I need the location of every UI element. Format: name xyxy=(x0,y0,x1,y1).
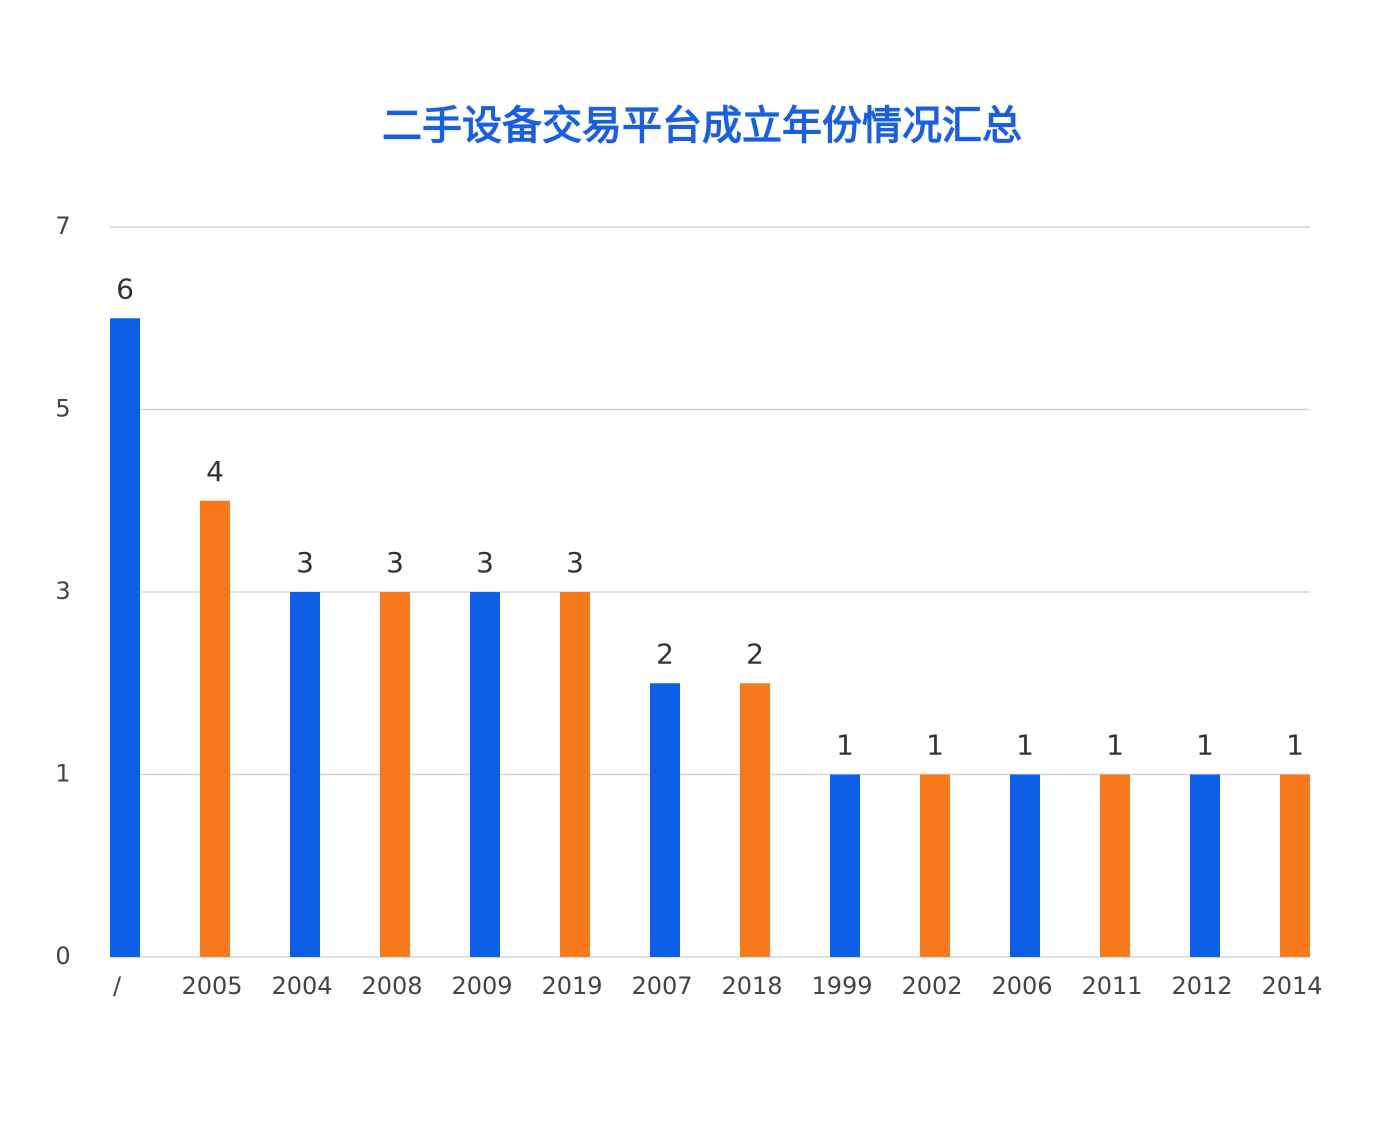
x-tick-label: 2004 xyxy=(271,972,332,1000)
x-tick-label: 2005 xyxy=(181,972,242,1000)
x-tick-label: 2019 xyxy=(541,972,602,1000)
bar xyxy=(380,592,410,957)
value-label: 1 xyxy=(1106,729,1124,762)
x-tick-label: 2012 xyxy=(1171,972,1232,1000)
bar xyxy=(200,500,230,957)
y-tick-label: 3 xyxy=(55,577,70,605)
bar xyxy=(470,592,500,957)
value-label: 1 xyxy=(1016,729,1034,762)
bar xyxy=(110,318,140,957)
x-tick-label: 2018 xyxy=(721,972,782,1000)
y-tick-label: 0 xyxy=(55,942,70,970)
bar xyxy=(560,592,590,957)
x-tick-label: / xyxy=(113,972,122,1000)
value-label: 2 xyxy=(656,637,674,670)
value-label: 3 xyxy=(296,546,314,579)
x-tick-label: 1999 xyxy=(811,972,872,1000)
x-tick-label: 2009 xyxy=(451,972,512,1000)
bar xyxy=(920,774,950,957)
x-tick-label: 2011 xyxy=(1081,972,1142,1000)
bar xyxy=(290,592,320,957)
x-tick-label: 2006 xyxy=(991,972,1052,1000)
bar xyxy=(650,683,680,957)
x-tick-label: 2008 xyxy=(361,972,422,1000)
value-label: 1 xyxy=(926,729,944,762)
bar xyxy=(1100,774,1130,957)
value-label: 1 xyxy=(1196,729,1214,762)
x-tick-label: 2014 xyxy=(1261,972,1322,1000)
value-label: 1 xyxy=(836,729,854,762)
chart-title: 二手设备交易平台成立年份情况汇总 xyxy=(382,103,1022,149)
y-tick-label: 7 xyxy=(55,212,70,240)
bar xyxy=(1010,774,1040,957)
value-label: 3 xyxy=(386,546,404,579)
y-tick-label: 1 xyxy=(55,760,70,788)
x-tick-label: 2002 xyxy=(901,972,962,1000)
value-label: 3 xyxy=(566,546,584,579)
value-label: 1 xyxy=(1286,729,1304,762)
x-tick-label: 2007 xyxy=(631,972,692,1000)
value-label: 3 xyxy=(476,546,494,579)
bar xyxy=(1280,774,1310,957)
bar xyxy=(740,683,770,957)
bar xyxy=(1190,774,1220,957)
bar xyxy=(830,774,860,957)
value-label: 4 xyxy=(206,455,224,488)
value-label: 6 xyxy=(116,272,134,305)
value-label: 2 xyxy=(746,637,764,670)
y-tick-label: 5 xyxy=(55,395,70,423)
